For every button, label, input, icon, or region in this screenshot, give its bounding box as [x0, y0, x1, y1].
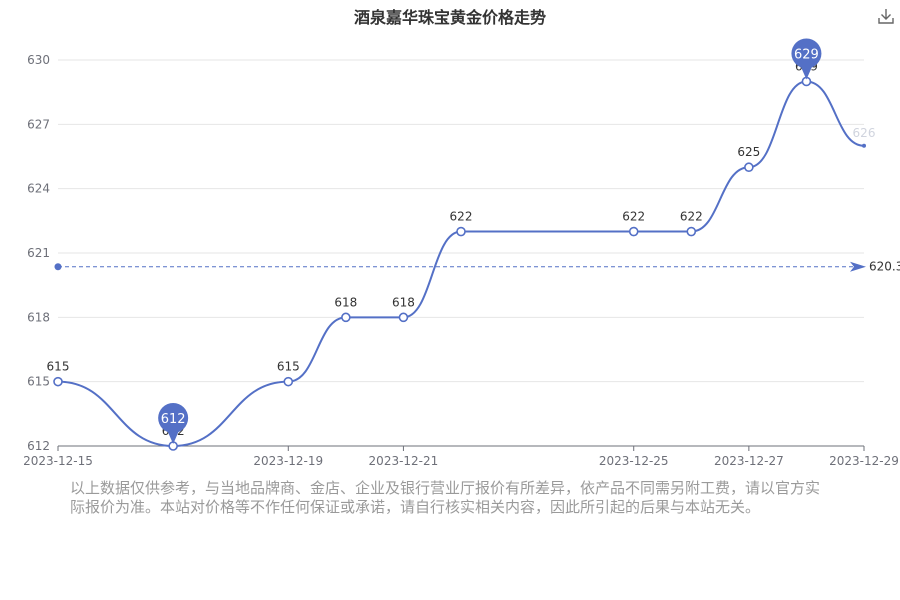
y-tick-label: 615: [27, 375, 50, 389]
data-label: 622: [680, 210, 703, 224]
y-tick-label: 612: [27, 439, 50, 453]
data-point: [456, 226, 466, 237]
x-tick-label: 2023-12-25: [599, 454, 669, 468]
data-label: 618: [334, 295, 357, 309]
y-tick-label: 621: [27, 246, 50, 260]
data-label: 622: [622, 210, 645, 224]
min-marker-label: 612: [161, 412, 186, 427]
data-label: 618: [392, 295, 415, 309]
x-tick-label: 2023-12-19: [253, 454, 323, 468]
average-line-arrow: [850, 261, 866, 272]
x-tick-label: 2023-12-29: [829, 454, 899, 468]
average-line-label: 620.36: [869, 260, 900, 274]
max-marker: [791, 38, 822, 69]
data-label: 626: [853, 126, 876, 140]
data-point: [862, 143, 866, 148]
y-tick-label: 618: [27, 310, 50, 324]
series-line: [57, 80, 865, 448]
download-icon: [878, 9, 894, 24]
data-label: 615: [277, 360, 300, 374]
data-point: [341, 312, 351, 323]
chart-title: 酒泉嘉华珠宝黄金价格走势: [353, 8, 546, 27]
download-button[interactable]: [876, 6, 896, 26]
data-point: [744, 162, 754, 173]
data-label: 622: [450, 210, 473, 224]
x-tick-label: 2023-12-27: [714, 454, 784, 468]
x-tick-label: 2023-12-21: [369, 454, 439, 468]
data-point: [686, 226, 697, 237]
y-tick-label: 630: [27, 53, 50, 67]
y-tick-label: 627: [27, 117, 50, 131]
data-point: [53, 376, 63, 387]
line-chart: 612 615 618 621 624 627 630 2023-12-15 2023-12-1…: [23, 38, 900, 468]
data-point: [283, 376, 294, 387]
y-tick-label: 624: [27, 182, 50, 196]
disclaimer-text: 以上数据仅供参考，与当地品牌商、金店、企业及银行营业厅报价有所差异，依产品不同需…: [70, 479, 821, 516]
min-marker: [158, 403, 189, 433]
data-label: 625: [737, 145, 760, 159]
data-label: 615: [47, 360, 70, 374]
data-point: [398, 312, 409, 323]
max-marker-label: 629: [794, 47, 819, 62]
average-line-start: [54, 263, 62, 271]
x-tick-label: 2023-12-15: [23, 454, 93, 468]
data-point: [628, 226, 639, 237]
